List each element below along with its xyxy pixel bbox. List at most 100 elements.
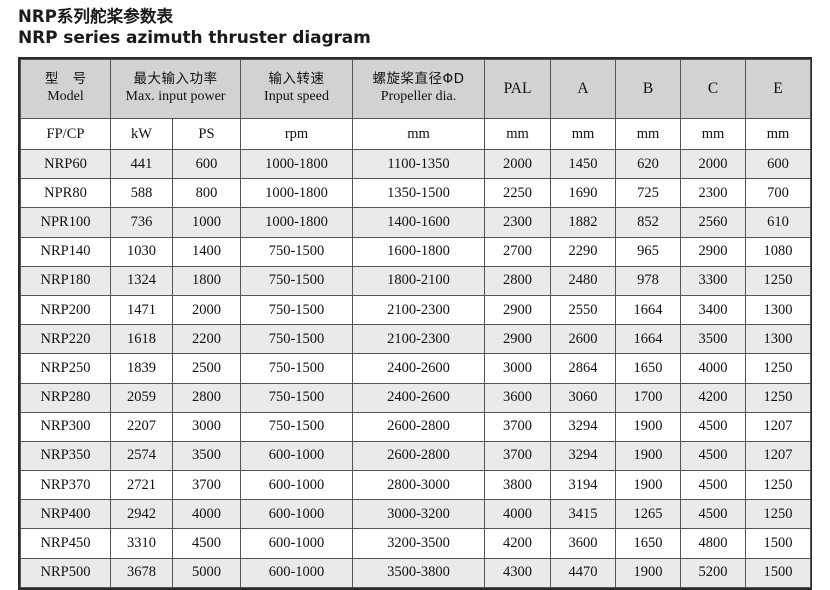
table-cell: 4500 [172,528,241,559]
table-cell: 4500 [680,440,746,472]
cell-model: NRP250 [20,353,111,384]
table-row: NRP500 3678 5000 600-1000 3500-3800 4300 4470 1… [20,557,811,588]
table-cell: 4500 [680,499,746,530]
table-cell: 700 [745,178,811,209]
unit-e-mm: mm [745,118,811,150]
cell-model: NRP370 [20,470,111,501]
table-cell: 4200 [484,528,551,559]
table-cell: 1250 [745,265,811,296]
table-cell: 3500 [680,324,746,355]
table-cell: 2250 [484,178,551,209]
cell-model: NRP140 [20,236,111,267]
table-cell: 2000 [680,148,746,180]
table-row: NRP350 2574 3500 600-1000 2600-2800 3700 3294 1… [20,440,811,472]
cell-model: NPR100 [20,207,111,238]
table-row: NRP300 2207 3000 750-1500 2600-2800 3700 3294 1… [20,411,811,442]
table-cell: 1800-2100 [352,265,485,296]
table-cell: 1250 [745,499,811,530]
header-speed-english: Input speed [264,89,329,105]
table-cell: 3200-3500 [352,528,485,559]
table-cell: 1650 [615,528,681,559]
column-header-c: C [680,59,746,119]
table-cell: 1400 [172,236,241,267]
cell-model: NRP350 [20,440,111,472]
table-cell: 3400 [680,294,746,326]
table-cell: 1664 [615,324,681,355]
table-cell: 2200 [172,324,241,355]
cell-model: NRP280 [20,382,111,413]
cell-model: NRP220 [20,324,111,355]
table-cell: 1900 [615,411,681,442]
table-cell: 2100-2300 [352,324,485,355]
table-cell: 3800 [484,470,551,501]
table-cell: 2800-3000 [352,470,485,501]
table-cell: 1250 [745,353,811,384]
table-cell: 978 [615,265,681,296]
table-cell: 1900 [615,470,681,501]
table-cell: 800 [172,178,241,209]
table-cell: 4500 [680,470,746,501]
table-body: NRP60 441 600 1000-1800 1100-1350 2000 1450 620… [20,148,811,588]
table-cell: 736 [110,207,173,238]
table-cell: 2059 [110,382,173,413]
table-cell: 1207 [745,440,811,472]
table-cell: 3500 [172,440,241,472]
table-cell: 4000 [680,353,746,384]
table-cell: 852 [615,207,681,238]
unit-ps: PS [172,118,241,150]
table-cell: 4200 [680,382,746,413]
header-pal-label: PAL [503,79,532,97]
header-propeller-english: Propeller dia. [380,89,457,105]
table-cell: 2900 [484,324,551,355]
table-row: NPR100 736 1000 1000-1800 1400-1600 2300 1882 8… [20,207,811,238]
table-cell: 2600 [550,324,616,355]
header-power-chinese: 最大输入功率 [133,71,218,88]
table-cell: 1400-1600 [352,207,485,238]
table-cell: 1500 [745,528,811,559]
table-cell: 4000 [172,499,241,530]
table-cell: 3194 [550,470,616,501]
table-cell: 750-1500 [240,324,353,355]
cell-model: NRP200 [20,294,111,326]
table-cell: 2560 [680,207,746,238]
table-cell: 965 [615,236,681,267]
column-header-model: 型 号 Model [20,59,111,119]
table-cell: 3700 [484,440,551,472]
table-row: NRP370 2721 3700 600-1000 2800-3000 3800 3194 1… [20,470,811,501]
unit-b-mm: mm [615,118,681,150]
table-cell: 750-1500 [240,382,353,413]
table-cell: 2100-2300 [352,294,485,326]
table-cell: 750-1500 [240,411,353,442]
table-cell: 600-1000 [240,528,353,559]
table-cell: 2290 [550,236,616,267]
header-e-label: E [773,79,783,97]
column-header-b: B [615,59,681,119]
table-cell: 3294 [550,440,616,472]
table-cell: 750-1500 [240,353,353,384]
table-cell: 2500 [172,353,241,384]
table-cell: 620 [615,148,681,180]
table-cell: 2942 [110,499,173,530]
page-title-chinese: NRP系列舵桨参数表 [18,7,174,26]
table-header: 型 号 Model 最大输入功率 Max. input power 输入转速 I… [20,59,811,150]
table-cell: 3060 [550,382,616,413]
unit-pal-mm: mm [484,118,551,150]
table-cell: 1030 [110,236,173,267]
table-row: NRP250 1839 2500 750-1500 2400-2600 3000 2864 1… [20,353,811,384]
table-cell: 1000-1800 [240,178,353,209]
cell-model: NPR80 [20,178,111,209]
header-model-english: Model [47,89,84,105]
table-cell: 750-1500 [240,265,353,296]
title-block: NRP系列舵桨参数表 NRP series azimuth thruster d… [0,0,830,49]
table-cell: 2900 [680,236,746,267]
unit-c-mm: mm [680,118,746,150]
table-cell: 1100-1350 [352,148,485,180]
cell-model: NRP180 [20,265,111,296]
table-row: NRP60 441 600 1000-1800 1100-1350 2000 1450 620… [20,148,811,180]
table-cell: 2300 [484,207,551,238]
table-cell: 588 [110,178,173,209]
cell-model: NRP400 [20,499,111,530]
table-cell: 2721 [110,470,173,501]
table-cell: 600 [745,148,811,180]
